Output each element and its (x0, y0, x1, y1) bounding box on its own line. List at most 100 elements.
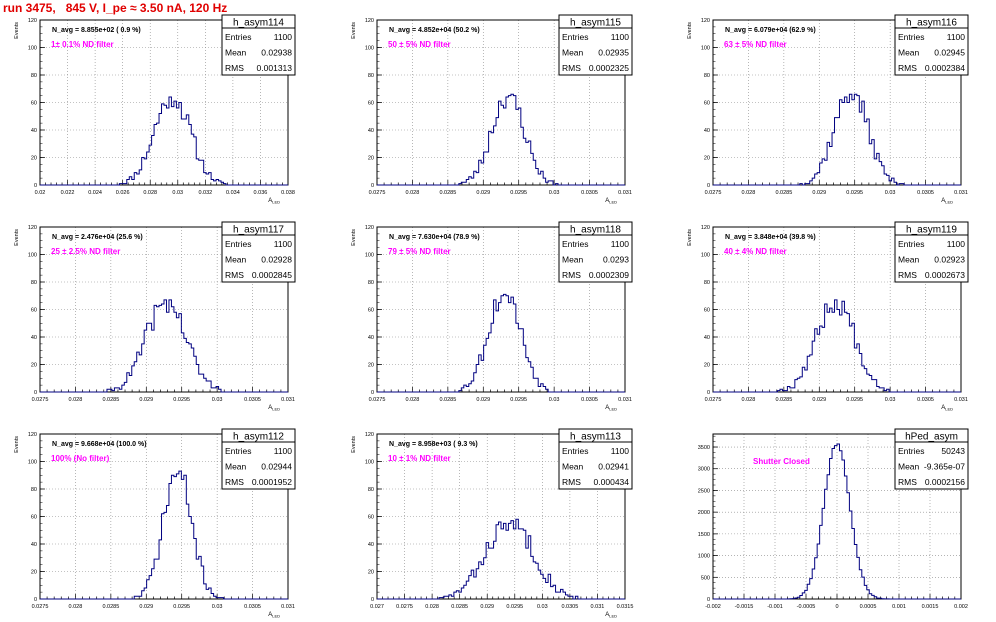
stats-value-entries: 1100 (611, 446, 630, 456)
stats-label-entries: Entries (562, 32, 588, 42)
y-tick-label: 40 (368, 335, 374, 341)
x-tick-label: 0.0305 (581, 397, 598, 403)
stats-box-h_asym113: h_asym113 Entries 1100 Mean 0.02941 RMS 0.0004… (558, 428, 633, 490)
histogram-line-h_asym112 (40, 470, 288, 600)
stats-label-entries: Entries (898, 32, 924, 42)
x-tick-label: 0.029 (476, 397, 490, 403)
x-tick-label: 0 (835, 604, 838, 610)
y-tick-label: 100 (28, 253, 37, 259)
y-tick-label: 40 (704, 128, 710, 134)
x-tick-label: 0.0285 (102, 397, 119, 403)
stats-value-entries: 1100 (274, 239, 293, 249)
stats-value-mean: 0.02935 (598, 48, 629, 58)
x-tick-label: 0.031 (591, 604, 605, 610)
y-tick-label: 60 (704, 308, 710, 314)
n-avg-label: N_avg = 2.476e+04 (25.6 %) (52, 234, 143, 241)
y-tick-label: 0 (371, 597, 374, 603)
y-tick-label: 20 (368, 156, 374, 162)
x-tick-label: 0.0285 (451, 604, 468, 610)
stats-label-rms: RMS (898, 63, 917, 73)
stats-label-entries: Entries (225, 32, 251, 42)
y-tick-label: 40 (31, 542, 37, 548)
stats-value-entries: 1100 (947, 239, 966, 249)
y-tick-label: 40 (31, 128, 37, 134)
stats-value-entries: 50243 (941, 446, 965, 456)
y-tick-label: 3000 (698, 467, 710, 473)
y-tick-label: 100 (28, 460, 37, 466)
stats-title: h_asym113 (570, 432, 621, 443)
stats-label-rms: RMS (225, 63, 244, 73)
y-tick-label: 0 (707, 183, 710, 189)
x-tick-label: -0.0015 (735, 604, 754, 610)
stats-value-entries: 1100 (611, 239, 630, 249)
y-tick-label: 0 (371, 390, 374, 396)
stats-value-rms: 0.0002673 (925, 270, 965, 280)
x-tick-label: 0.036 (254, 190, 268, 196)
x-axis-label: ALED (268, 405, 280, 412)
x-axis-label: ALED (941, 198, 953, 205)
x-tick-label: 0.0295 (173, 397, 190, 403)
stats-title: hPed_asym (905, 432, 958, 443)
y-tick-label: 60 (368, 101, 374, 107)
y-axis-label: Events (687, 229, 693, 246)
stats-title: h_asym116 (906, 18, 957, 29)
y-tick-label: 0 (707, 597, 710, 603)
stats-label-entries: Entries (225, 239, 251, 249)
stats-value-mean: 0.02941 (598, 462, 629, 472)
y-tick-label: 100 (28, 46, 37, 52)
page-title: run 3475, 845 V, I_pe ≈ 3.50 nA, 120 Hz (3, 1, 228, 15)
x-tick-label: 0.029 (139, 397, 153, 403)
x-tick-label: 0.002 (954, 604, 968, 610)
x-tick-label: 0.0005 (860, 604, 877, 610)
x-tick-label: 0.03 (212, 397, 223, 403)
stats-box-h_asym116: h_asym116 Entries 1100 Mean 0.02945 RMS 0.0002… (894, 14, 969, 76)
x-tick-label: 0.028 (742, 397, 756, 403)
x-tick-label: 0.029 (812, 397, 826, 403)
stats-label-mean: Mean (898, 48, 920, 58)
y-tick-label: 20 (704, 156, 710, 162)
histogram-panel-h_asym117: 0.0275 0.028 0.0285 0.029 0.0295 0.03 0.0305 0.… (14, 221, 296, 412)
stats-value-rms: 0.0001952 (252, 477, 292, 487)
filter-annotation: 100% (No filter) (51, 454, 110, 463)
x-tick-label: 0.03 (885, 397, 896, 403)
y-tick-label: 100 (365, 253, 374, 259)
stats-label-mean: Mean (562, 255, 584, 265)
y-tick-label: 60 (368, 308, 374, 314)
y-axis-label: Events (687, 22, 693, 39)
histogram-line-h_asym119 (713, 299, 961, 393)
stats-label-entries: Entries (898, 446, 924, 456)
y-tick-label: 120 (28, 18, 37, 24)
stats-value-entries: 1100 (947, 32, 966, 42)
stats-title: h_asym112 (233, 432, 284, 443)
x-tick-label: 0.0285 (439, 190, 456, 196)
stats-label-mean: Mean (562, 48, 584, 58)
y-tick-label: 40 (368, 542, 374, 548)
histogram-panel-h_asym119: 0.0275 0.028 0.0285 0.029 0.0295 0.03 0.0305 0.… (687, 221, 969, 412)
histogram-line-h_asym118 (377, 293, 625, 393)
x-tick-label: 0.0275 (32, 604, 49, 610)
y-tick-label: 120 (365, 432, 374, 438)
y-tick-label: 20 (368, 570, 374, 576)
x-tick-label: 0.0295 (506, 604, 523, 610)
stats-value-mean: -9.365e-07 (924, 462, 965, 472)
x-tick-label: 0.031 (618, 190, 632, 196)
x-tick-label: 0.028 (143, 190, 157, 196)
stats-value-rms: 0.0002845 (252, 270, 292, 280)
x-tick-label: 0.0285 (775, 190, 792, 196)
stats-box-h_asym117: h_asym117 Entries 1100 Mean 0.02928 RMS 0.0002… (221, 221, 296, 283)
stats-value-rms: 0.000434 (594, 477, 630, 487)
x-tick-label: 0.029 (476, 190, 490, 196)
n-avg-label: N_avg = 8.958e+03 ( 9.3 %) (389, 441, 478, 448)
x-tick-label: 0.029 (480, 604, 494, 610)
x-tick-label: 0.03 (885, 190, 896, 196)
x-tick-label: 0.031 (954, 190, 968, 196)
x-tick-label: 0.0285 (102, 604, 119, 610)
x-tick-label: 0.031 (954, 397, 968, 403)
x-tick-label: 0.028 (742, 190, 756, 196)
y-tick-label: 0 (707, 390, 710, 396)
x-tick-label: 0.026 (116, 190, 130, 196)
x-axis-label: ALED (605, 612, 617, 619)
x-tick-label: 0.0305 (917, 397, 934, 403)
stats-value-entries: 1100 (274, 446, 293, 456)
